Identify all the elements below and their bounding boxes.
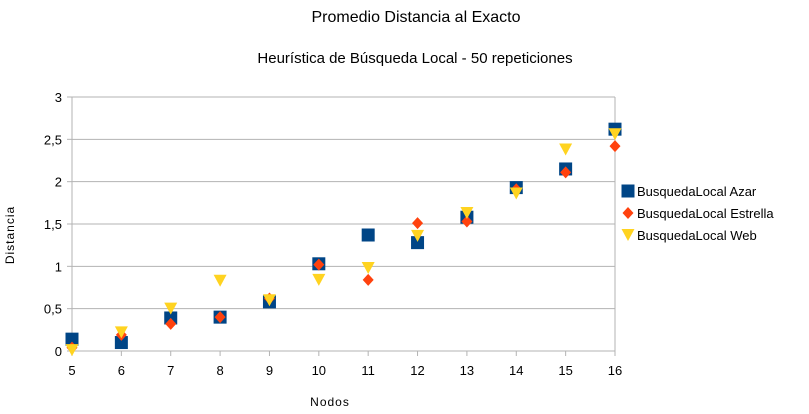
point-busquedalocal-estrella bbox=[214, 311, 226, 324]
point-busquedalocal-azar bbox=[65, 332, 79, 346]
x-tick-label: 8 bbox=[216, 363, 223, 378]
point-busquedalocal-web bbox=[361, 262, 375, 275]
y-tick-label: 3 bbox=[55, 90, 62, 105]
x-tick-label: 15 bbox=[558, 363, 572, 378]
x-tick-label: 12 bbox=[410, 363, 424, 378]
chart-title: Promedio Distancia al Exacto bbox=[312, 9, 521, 26]
point-busquedalocal-web bbox=[213, 274, 227, 287]
grid-lines bbox=[72, 96, 615, 352]
axes: 0 0,5 1 1,5 2 2,5 3 5 6 7 8 9 10 11 12 13 14 15 16 bbox=[44, 90, 622, 378]
x-tick-label: 9 bbox=[266, 363, 273, 378]
point-busquedalocal-estrella bbox=[412, 217, 424, 230]
point-busquedalocal-azar bbox=[114, 336, 128, 350]
x-tick-label: 7 bbox=[167, 363, 174, 378]
chart-subtitle: Heurística de Búsqueda Local - 50 repeti… bbox=[257, 50, 572, 67]
point-busquedalocal-web bbox=[312, 273, 326, 286]
point-busquedalocal-web bbox=[164, 302, 178, 315]
point-busquedalocal-web bbox=[509, 187, 523, 200]
point-busquedalocal-web bbox=[411, 229, 425, 242]
y-tick-label: 1,5 bbox=[44, 217, 62, 232]
point-busquedalocal-azar bbox=[361, 228, 375, 242]
point-busquedalocal-azar bbox=[411, 236, 425, 250]
x-tick-label: 5 bbox=[68, 363, 75, 378]
x-tick-label: 6 bbox=[118, 363, 125, 378]
point-busquedalocal-web bbox=[114, 326, 128, 339]
x-tick-label: 13 bbox=[460, 363, 474, 378]
legend-marker-busquedalocal-web bbox=[621, 229, 635, 241]
legend-label-busquedalocal-estrella: BusquedaLocal Estrella bbox=[637, 206, 774, 221]
x-tick-label: 14 bbox=[509, 363, 523, 378]
point-busquedalocal-web bbox=[608, 128, 622, 141]
x-tick-label: 16 bbox=[608, 363, 622, 378]
legend-marker-busquedalocal-azar bbox=[621, 184, 635, 198]
data-points bbox=[65, 122, 622, 357]
y-tick-label: 2,5 bbox=[44, 132, 62, 147]
legend-marker-busquedalocal-estrella bbox=[622, 207, 634, 219]
point-busquedalocal-estrella bbox=[165, 317, 177, 330]
y-tick-label: 2 bbox=[55, 175, 62, 190]
legend-label-busquedalocal-azar: BusquedaLocal Azar bbox=[637, 184, 757, 199]
point-busquedalocal-estrella bbox=[313, 258, 325, 271]
x-tick-label: 10 bbox=[312, 363, 326, 378]
point-busquedalocal-web bbox=[460, 206, 474, 219]
point-busquedalocal-estrella bbox=[362, 273, 374, 286]
point-busquedalocal-web bbox=[65, 344, 79, 357]
point-busquedalocal-web bbox=[262, 294, 276, 307]
point-busquedalocal-estrella bbox=[609, 140, 621, 153]
y-axis-label: Distancia bbox=[3, 206, 17, 264]
point-busquedalocal-web bbox=[559, 143, 573, 156]
x-axis-label: Nodos bbox=[310, 395, 350, 409]
x-tick-label: 11 bbox=[361, 363, 375, 378]
y-tick-label: 0,5 bbox=[44, 302, 62, 317]
y-tick-label: 1 bbox=[55, 259, 62, 274]
point-busquedalocal-estrella bbox=[560, 166, 572, 179]
legend: BusquedaLocal Azar BusquedaLocal Estrella… bbox=[621, 184, 774, 243]
y-tick-label: 0 bbox=[55, 344, 62, 359]
point-busquedalocal-estrella bbox=[461, 215, 473, 228]
legend-label-busquedalocal-web: BusquedaLocal Web bbox=[637, 228, 757, 243]
